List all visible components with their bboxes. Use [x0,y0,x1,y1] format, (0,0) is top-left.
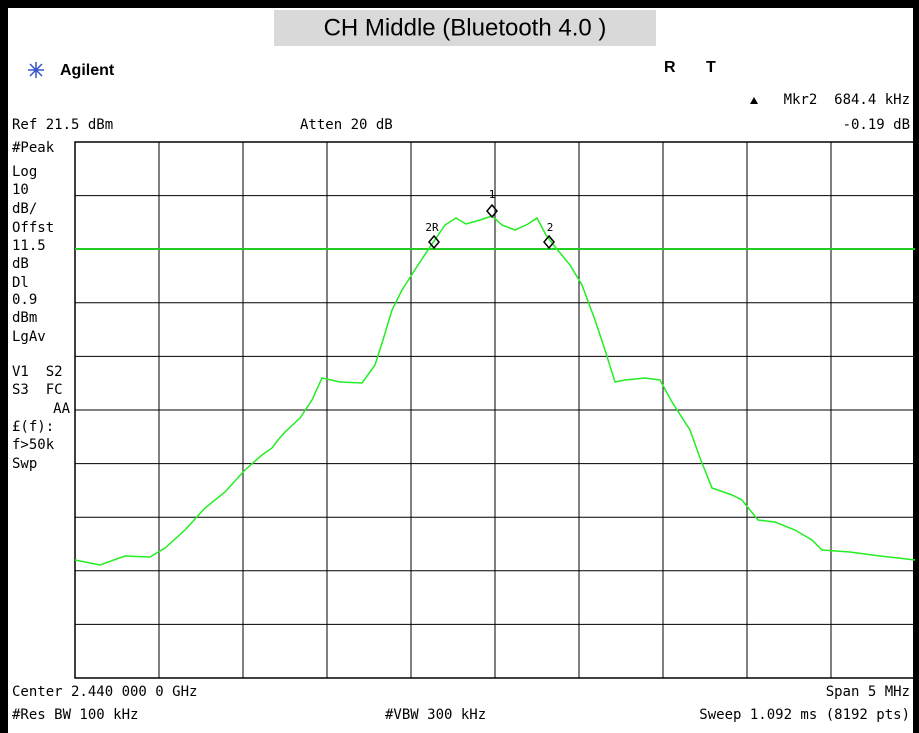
rbw: #Res BW 100 kHz [12,707,138,723]
marker-label: 1 [489,188,496,201]
marker-value: -0.19 dB [843,117,910,133]
side-label: dB/ [12,201,37,217]
title: CH Middle (Bluetooth 4.0 ) [324,14,607,41]
center-freq: Center 2.440 000 0 GHz [12,684,197,700]
side-label: 10 [12,182,29,198]
marker-delta [750,97,758,104]
marker-diamonds [428,203,555,250]
side-labels: #Peak Log 10 dB/Offst 11.5 dB Dl0.9 dBm LgAv V1 S… [12,140,71,472]
side-label: 11.5 [12,238,46,254]
side-label: Dl [12,275,29,291]
side-label: Log [12,164,37,180]
side-label: S3 FC [12,382,63,398]
grid [74,141,916,679]
frame-left [0,0,8,733]
side-label: AA [53,401,70,417]
atten: Atten 20 dB [300,117,393,133]
side-label: Swp [12,456,37,472]
sweep: Sweep 1.092 ms (8192 pts) [699,707,910,723]
side-label: £(f): [12,419,54,435]
agilent-logo [28,62,44,78]
side-label: Offst [12,220,54,236]
marker-readout: Mkr2 684.4 kHz [784,92,910,108]
side-label: dBm [12,310,37,326]
status: R [664,59,676,76]
title-box [274,10,656,46]
side-label: LgAv [12,329,46,345]
vbw: #VBW 300 kHz [385,707,486,723]
side-label: 0.9 [12,292,37,308]
frame-top [0,0,919,8]
brand: Agilent [60,62,115,79]
side-label: V1 S2 [12,364,63,380]
side-label: #Peak [12,140,55,156]
marker-label: 2 [547,221,554,234]
ref-level: Ref 21.5 dBm [12,117,113,133]
marker-label: 2R [425,221,439,234]
side-label: f>50k [12,437,55,453]
side-label: dB [12,256,29,272]
status: T [706,59,716,76]
span: Span 5 MHz [826,684,910,700]
frame-right [913,0,919,733]
